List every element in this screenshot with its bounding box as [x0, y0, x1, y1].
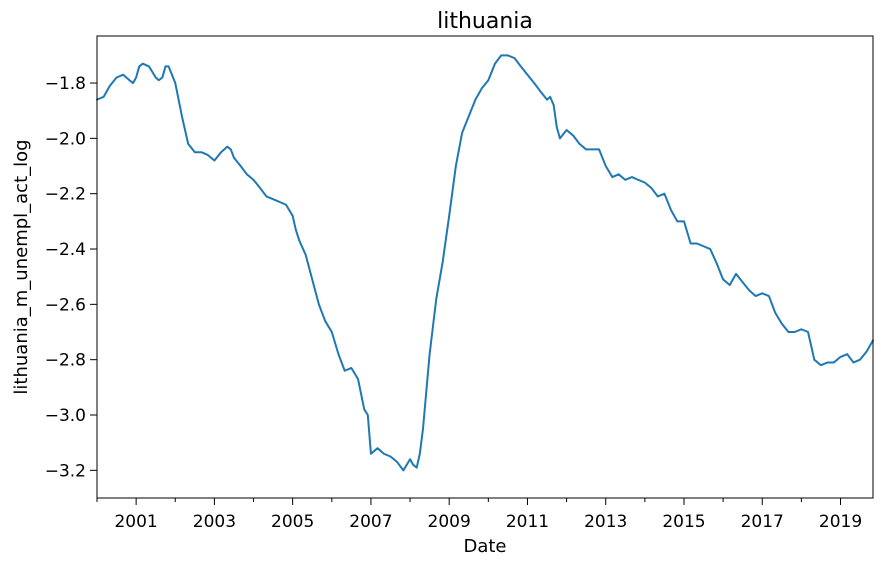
plot-area [97, 36, 873, 498]
x-tick-label: 2011 [506, 512, 549, 532]
y-tick-label: −2.4 [45, 240, 86, 260]
x-axis-ticks: 2001 2003 2005 2007 2009 2011 2013 2015 2017 2019 [96, 498, 862, 532]
x-tick-label: 2019 [819, 512, 862, 532]
y-tick-label: −2.2 [45, 185, 86, 205]
y-tick-label: −2.6 [45, 295, 86, 315]
x-tick-label: 2009 [428, 512, 471, 532]
y-axis-title: lithuania_m_unempl_act_log [11, 139, 32, 394]
x-tick-label: 2007 [349, 512, 392, 532]
x-tick-label: 2001 [114, 512, 157, 532]
y-axis-ticks: −3.2 −3.0 −2.8 −2.6 −2.4 −2.2 −2.0 −1.8 [45, 74, 97, 481]
plot-frame [96, 35, 874, 499]
series-line-0 [96, 54, 874, 472]
y-tick-label: −3.2 [45, 461, 86, 481]
x-tick-label: 2005 [271, 512, 314, 532]
series-layer [96, 54, 874, 472]
x-tick-label: 2015 [662, 512, 705, 532]
y-tick-label: −3.0 [45, 406, 86, 426]
chart-title: lithuania [437, 9, 533, 34]
y-tick-label: −2.8 [45, 351, 86, 371]
x-tick-label: 2003 [193, 512, 236, 532]
x-tick-label: 2013 [584, 512, 627, 532]
y-tick-label: −1.8 [45, 74, 86, 94]
x-tick-label: 2017 [741, 512, 784, 532]
y-tick-label: −2.0 [45, 129, 86, 149]
x-axis-title: Date [463, 536, 506, 557]
